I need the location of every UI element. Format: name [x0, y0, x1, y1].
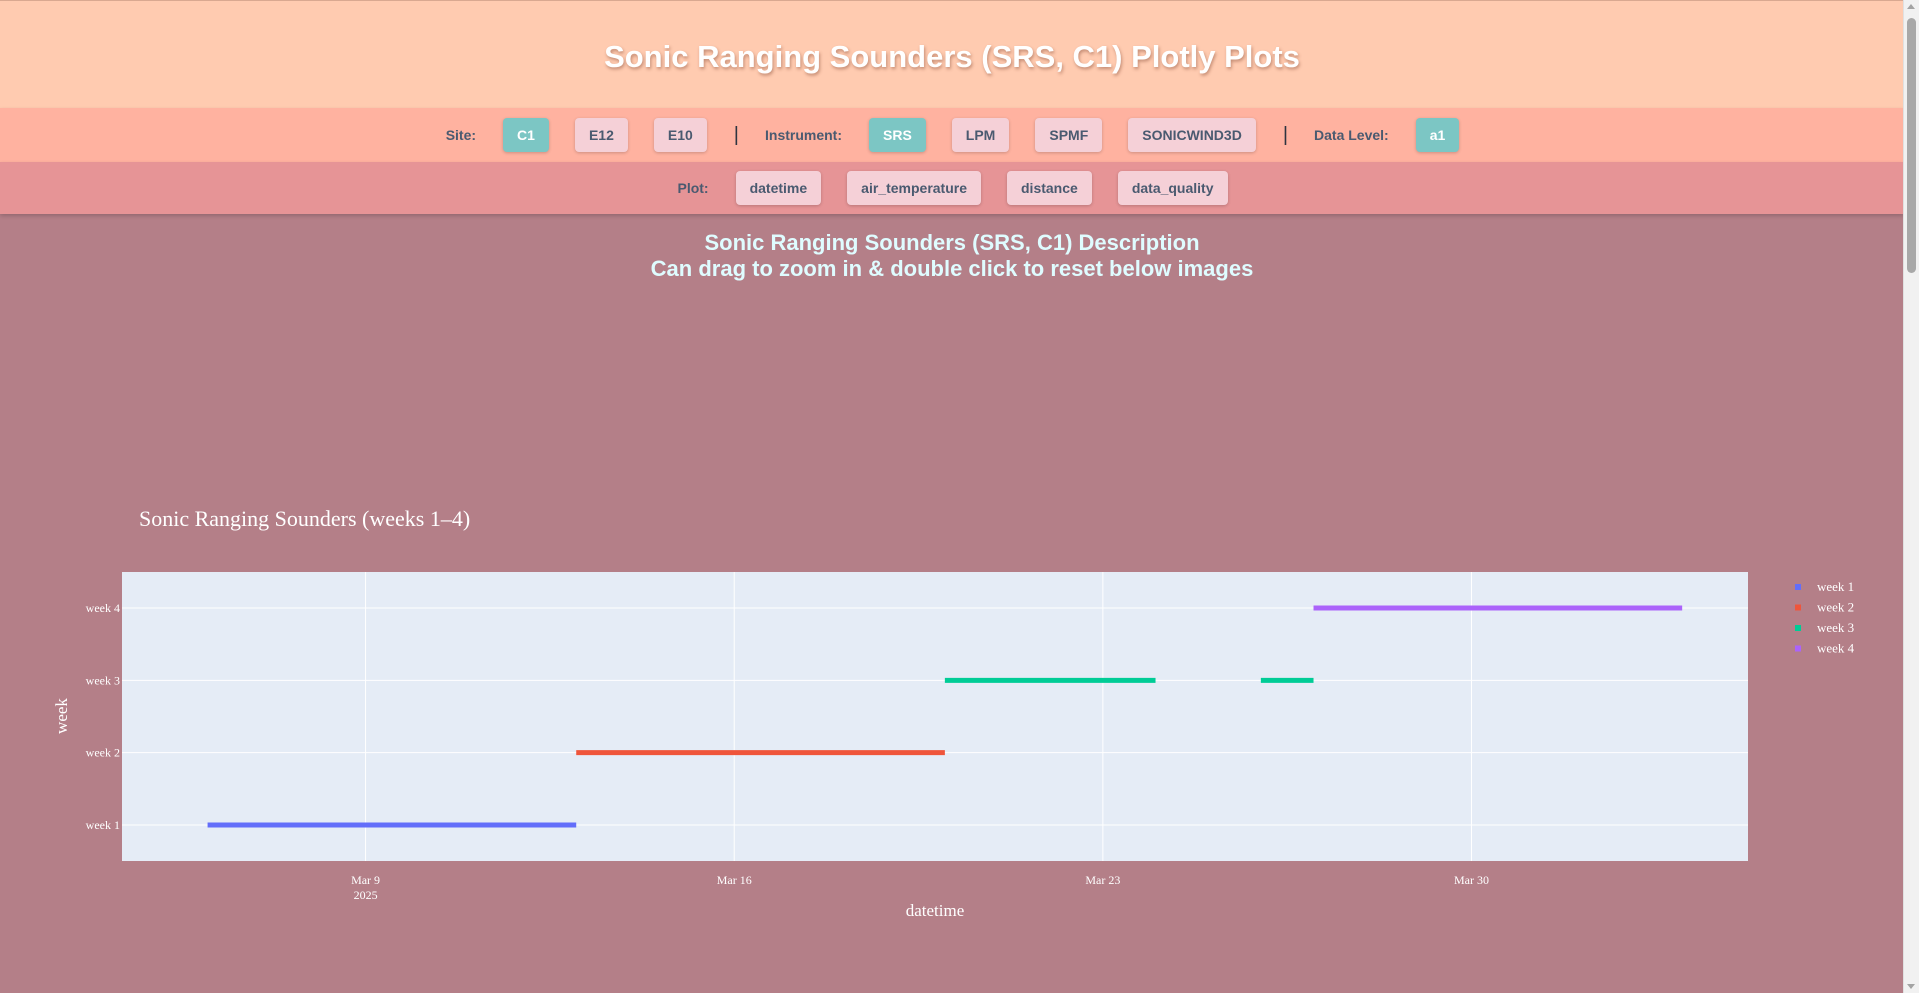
- description: Sonic Ranging Sounders (SRS, C1) Descrip…: [0, 230, 1904, 282]
- instrument-button-lpm[interactable]: LPM: [951, 118, 1010, 152]
- vertical-scrollbar[interactable]: [1903, 0, 1919, 993]
- x-tick-year-label: 2025: [354, 888, 378, 902]
- data-level-label: Data Level:: [1314, 127, 1389, 143]
- chart-title: Sonic Ranging Sounders (weeks 1–4): [139, 506, 470, 531]
- scroll-down-arrow-icon[interactable]: [1907, 984, 1915, 989]
- week-chart[interactable]: Sonic Ranging Sounders (weeks 1–4) week …: [0, 490, 1904, 930]
- plot-button-distance[interactable]: distance: [1007, 171, 1092, 205]
- site-button-c1[interactable]: C1: [503, 118, 549, 152]
- instrument-button-spmf[interactable]: SPMF: [1035, 118, 1103, 152]
- instrument-button-sonicwind3d[interactable]: SONICWIND3D: [1128, 118, 1256, 152]
- x-tick-label: Mar 30: [1454, 873, 1489, 887]
- legend-swatch[interactable]: [1795, 645, 1801, 652]
- plot-button-datetime[interactable]: datetime: [735, 171, 822, 205]
- x-axis-title: datetime: [906, 901, 965, 920]
- y-tick-label: week 1: [86, 818, 120, 832]
- y-tick-label: week 4: [86, 601, 120, 615]
- separator: |: [733, 123, 739, 146]
- description-title: Sonic Ranging Sounders (SRS, C1) Descrip…: [704, 230, 1200, 255]
- legend-swatch[interactable]: [1795, 604, 1801, 611]
- scrollbar-thumb[interactable]: [1907, 18, 1916, 273]
- site-button-e12[interactable]: E12: [574, 118, 628, 152]
- scroll-up-arrow-icon[interactable]: [1907, 4, 1915, 9]
- plot-button-air-temperature[interactable]: air_temperature: [847, 171, 981, 205]
- site-label: Site:: [445, 127, 477, 143]
- instrument-button-srs[interactable]: SRS: [869, 118, 926, 152]
- plot-area[interactable]: [122, 572, 1748, 861]
- page-title: Sonic Ranging Sounders (SRS, C1) Plotly …: [604, 39, 1300, 74]
- legend-swatch[interactable]: [1795, 584, 1801, 590]
- y-tick-label: week 3: [86, 673, 120, 687]
- y-axis-title: week: [52, 698, 71, 734]
- legend-label[interactable]: week 3: [1817, 620, 1854, 635]
- x-tick-label: Mar 9: [351, 873, 380, 887]
- x-tick-label: Mar 16: [717, 873, 752, 887]
- plot-button-data-quality[interactable]: data_quality: [1117, 171, 1228, 205]
- legend-label[interactable]: week 1: [1817, 579, 1854, 594]
- plot-label: Plot:: [677, 180, 709, 196]
- plot-selector-bar: Plot: datetime air_temperature distance …: [0, 162, 1904, 214]
- selector-bar: Site: C1 E12 E10 | Instrument: SRS LPM S…: [0, 108, 1904, 162]
- legend-label[interactable]: week 4: [1817, 641, 1855, 656]
- legend-label[interactable]: week 2: [1817, 600, 1854, 615]
- page-header: Sonic Ranging Sounders (SRS, C1) Plotly …: [0, 0, 1904, 108]
- description-hint: Can drag to zoom in & double click to re…: [650, 256, 1254, 281]
- site-button-e10[interactable]: E10: [653, 118, 707, 152]
- level-button-a1[interactable]: a1: [1415, 118, 1460, 152]
- y-tick-labels: week 1 week 2 week 3 week 4: [86, 601, 120, 832]
- y-tick-label: week 2: [86, 746, 120, 760]
- instrument-label: Instrument:: [765, 127, 842, 143]
- x-tick-label: Mar 23: [1085, 873, 1120, 887]
- separator: |: [1282, 123, 1289, 146]
- series-lines[interactable]: [207, 605, 1683, 828]
- legend[interactable]: week 1 week 2 week 3 week 4: [1795, 579, 1855, 656]
- legend-swatch[interactable]: [1795, 625, 1801, 631]
